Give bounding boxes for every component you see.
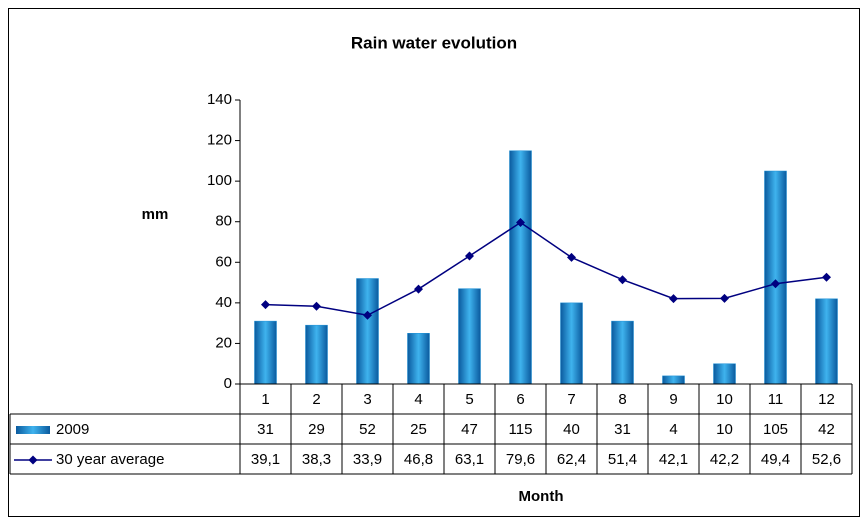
chart-title: Rain water evolution	[351, 33, 517, 52]
line-marker	[516, 218, 525, 228]
x-tick-label: 1	[261, 391, 269, 408]
table-value: 33,9	[353, 451, 382, 468]
y-tick-label: 60	[215, 253, 232, 270]
y-tick-label: 20	[215, 334, 232, 351]
x-tick-label: 3	[363, 391, 371, 408]
table-value: 105	[763, 421, 788, 438]
bar	[611, 320, 634, 385]
table-value: 115	[509, 421, 533, 438]
table-value: 31	[614, 421, 631, 438]
table-value: 4	[669, 421, 677, 438]
table-value: 38,3	[302, 451, 331, 468]
line-marker	[414, 284, 423, 294]
legend-swatch	[16, 426, 50, 434]
table-value: 62,4	[557, 451, 586, 468]
x-axis-label: Month	[519, 488, 564, 505]
y-tick-label: 100	[207, 172, 232, 189]
table-value: 10	[716, 421, 733, 438]
table-value: 40	[563, 421, 580, 438]
table-value: 39,1	[251, 451, 280, 468]
bar	[356, 278, 379, 385]
bar	[458, 288, 481, 385]
line-marker	[669, 294, 678, 304]
legend-label: 2009	[56, 421, 89, 438]
table-value: 79,6	[506, 451, 535, 468]
bar	[560, 302, 583, 385]
bar	[662, 375, 685, 385]
legend-label: 30 year average	[56, 451, 164, 468]
line-marker	[822, 272, 831, 282]
y-tick-label: 40	[215, 294, 232, 311]
line-series	[265, 221, 827, 317]
x-tick-label: 8	[618, 391, 626, 408]
table-value: 29	[308, 421, 325, 438]
y-tick-label: 80	[215, 213, 232, 230]
table-value: 42	[818, 421, 835, 438]
y-axis-label: mm	[142, 206, 169, 223]
table-value: 52,6	[812, 451, 841, 468]
table-value: 47	[461, 421, 478, 438]
line-marker	[720, 293, 729, 303]
line-marker	[261, 300, 270, 310]
bar	[305, 324, 328, 385]
x-tick-label: 12	[818, 391, 835, 408]
line-marker	[567, 252, 576, 262]
table-value: 42,1	[659, 451, 688, 468]
bar	[713, 363, 736, 385]
y-tick-label: 120	[207, 132, 232, 149]
line-marker	[465, 251, 474, 261]
x-tick-label: 5	[465, 391, 473, 408]
table-value: 52	[359, 421, 376, 438]
table-value: 46,8	[404, 451, 433, 468]
x-tick-label: 7	[567, 391, 575, 408]
table-value: 51,4	[608, 451, 637, 468]
x-tick-label: 11	[768, 391, 784, 408]
x-tick-label: 10	[716, 391, 733, 408]
line-marker	[312, 301, 321, 311]
table-value: 42,2	[710, 451, 739, 468]
bar	[254, 320, 277, 385]
bar	[764, 170, 787, 385]
table-value: 25	[410, 421, 427, 438]
bar	[509, 150, 532, 385]
line-marker	[618, 275, 627, 285]
chart-border	[8, 8, 860, 517]
x-tick-label: 4	[414, 391, 422, 408]
table-value: 63,1	[455, 451, 484, 468]
y-tick-label: 140	[207, 91, 232, 108]
x-tick-label: 6	[516, 391, 524, 408]
line-marker	[771, 279, 780, 289]
table-value: 31	[257, 421, 274, 438]
x-tick-label: 9	[669, 391, 677, 408]
y-tick-label: 0	[224, 375, 232, 392]
legend-marker	[28, 455, 38, 465]
line-marker	[363, 310, 372, 320]
x-tick-label: 2	[312, 391, 320, 408]
table-value: 49,4	[761, 451, 790, 468]
bar	[815, 298, 838, 385]
bar	[407, 333, 430, 385]
